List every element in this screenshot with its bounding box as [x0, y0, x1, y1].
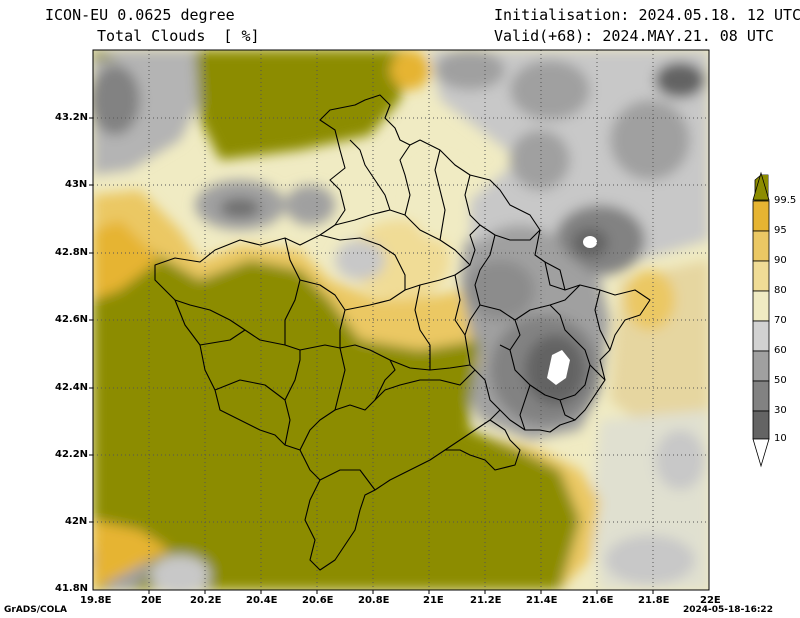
credit-label: GrADS/COLA: [4, 605, 67, 615]
lat-tick-label: 42.8N: [55, 247, 89, 258]
lon-tick-label: 21.8E: [638, 595, 670, 606]
lat-tick-label: 41.8N: [55, 583, 89, 594]
colorbar-label: 95: [774, 225, 787, 236]
lat-tick-label: 42.2N: [55, 449, 89, 460]
colorbar: [752, 171, 770, 468]
colorbar-label: 60: [774, 345, 787, 356]
lon-tick-label: 21.2E: [470, 595, 502, 606]
axis-ticks: [89, 117, 654, 594]
lon-tick-label: 19.8E: [80, 595, 112, 606]
lon-tick-label: 20.4E: [246, 595, 278, 606]
lon-tick-label: 21.6E: [582, 595, 614, 606]
colorbar-label: 10: [774, 433, 787, 444]
lon-tick-label: 22E: [700, 595, 721, 606]
colorbar-label: 50: [774, 375, 787, 386]
init-time: Initialisation: 2024.05.18. 12 UTC: [494, 6, 800, 24]
admin-borders: [154, 94, 651, 571]
lat-tick-label: 42.4N: [55, 382, 89, 393]
lat-tick-label: 42N: [65, 516, 88, 527]
valid-time: Valid(+68): 2024.MAY.21. 08 UTC: [494, 27, 774, 45]
variable-title: Total Clouds [ %]: [97, 27, 260, 45]
colorbar-label: 99.5: [774, 195, 797, 206]
colorbar-label: 80: [774, 285, 787, 296]
colorbar-label: 90: [774, 255, 787, 266]
colorbar-label: 30: [774, 405, 787, 416]
lon-tick-label: 21E: [423, 595, 444, 606]
grid-lines: [93, 50, 709, 590]
colorbar-label: 70: [774, 315, 787, 326]
lat-tick-label: 42.6N: [55, 314, 89, 325]
lon-tick-label: 20.2E: [190, 595, 222, 606]
lon-tick-label: 21.4E: [526, 595, 558, 606]
lat-tick-label: 43.2N: [55, 112, 89, 123]
lat-tick-label: 43N: [65, 179, 88, 190]
model-title: ICON-EU 0.0625 degree: [45, 6, 235, 24]
lon-tick-label: 20.8E: [358, 595, 390, 606]
timestamp-label: 2024-05-18-16:22: [683, 605, 773, 615]
lon-tick-label: 20E: [141, 595, 162, 606]
lon-tick-label: 20.6E: [302, 595, 334, 606]
cloud-field: [93, 50, 709, 590]
